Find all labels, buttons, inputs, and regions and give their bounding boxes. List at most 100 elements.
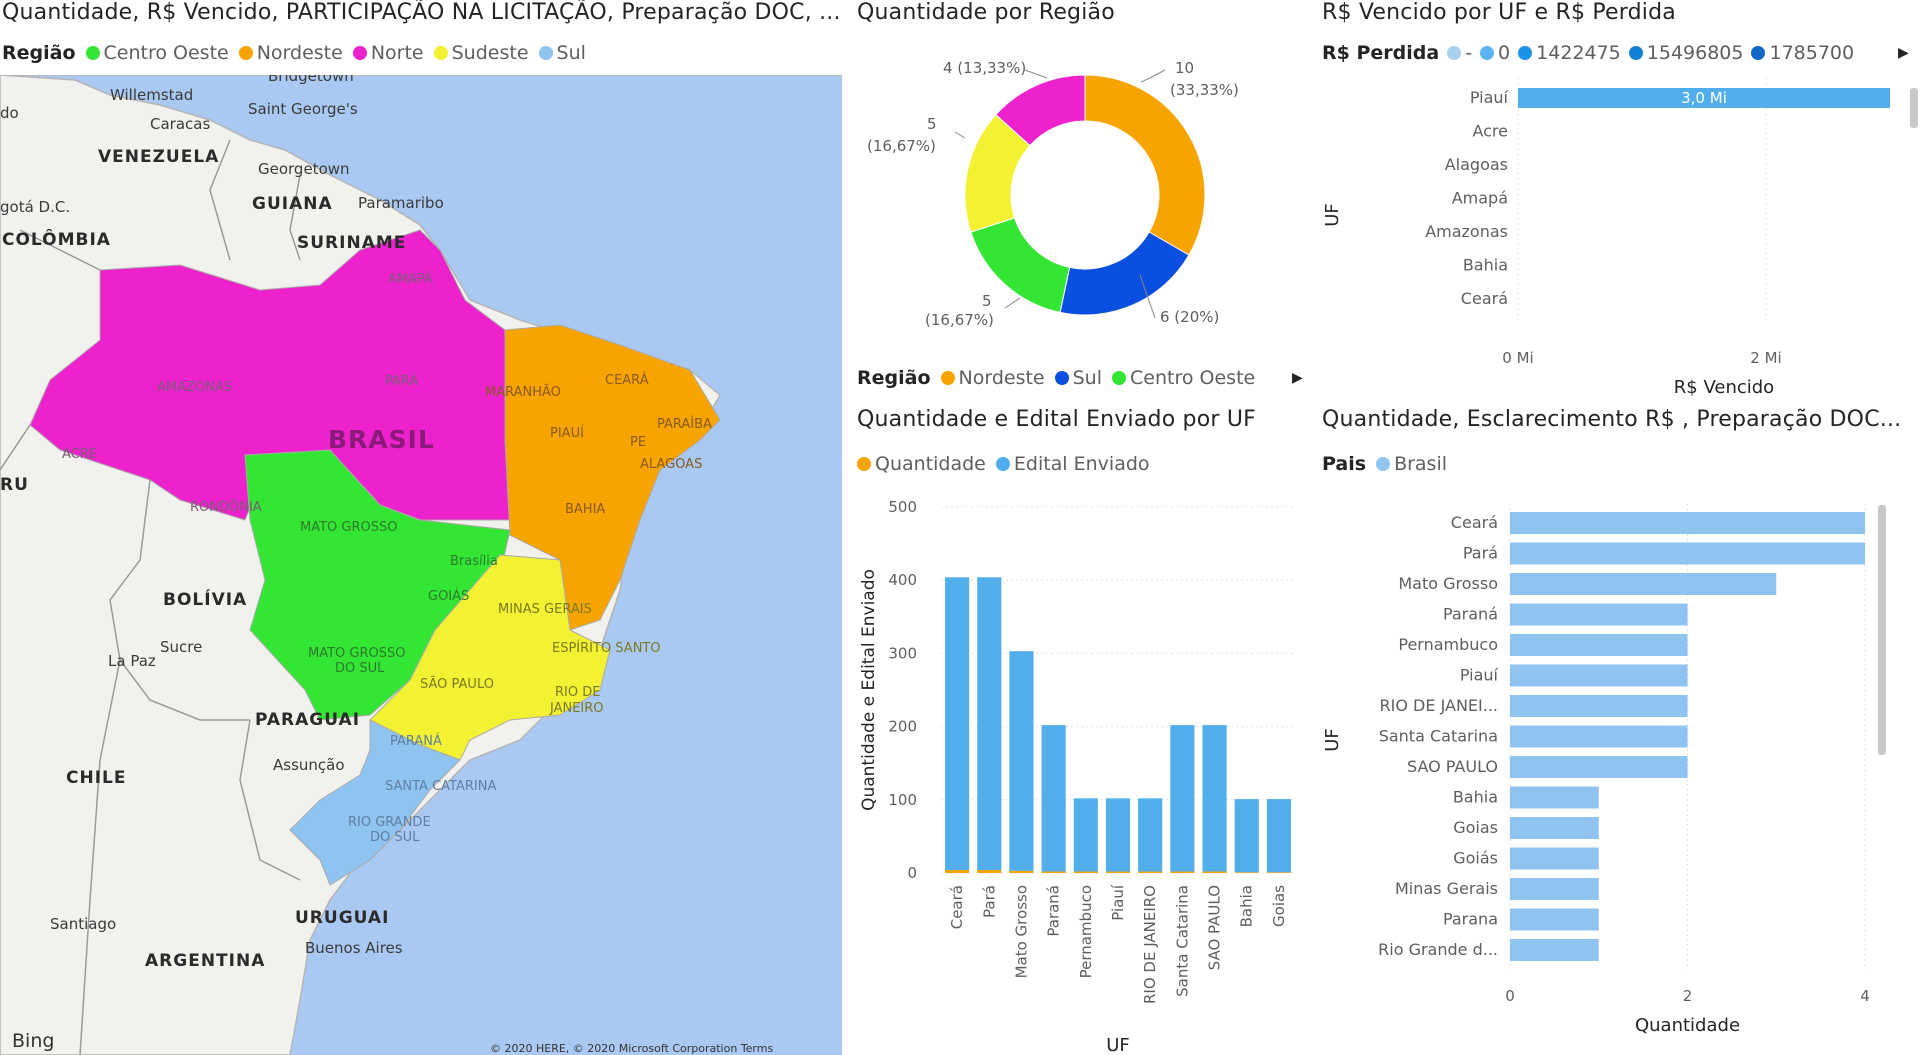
donut-legend-item[interactable]: Sul [1054,367,1102,389]
uf-vencido-visual[interactable]: R$ Vencido por UF e R$ Perdida R$ Perdid… [1320,0,1920,400]
uf-vencido-chart[interactable]: 0 Mi 2 Mi Piauí 3,0 Mi Acre Alagoas Amapá Amazo… [1320,70,1920,400]
bar-edital-enviado[interactable] [1202,725,1227,872]
map-legend-item[interactable]: Norte [352,42,424,64]
map-visual[interactable]: Quantidade, R$ Vencido, PARTICIPAÇÃO NA … [0,0,845,1055]
bar[interactable] [1510,878,1599,900]
bar-quantidade[interactable] [1234,872,1259,873]
bar[interactable] [1510,664,1688,687]
bar[interactable] [1510,542,1865,565]
bar[interactable] [1518,88,1890,108]
uf-vencido-legend-item[interactable]: 1422475 [1518,42,1621,64]
map-label: RIO GRANDE [348,815,431,830]
map-legend-item[interactable]: Nordeste [238,42,343,64]
bar-quantidade[interactable] [1266,872,1291,873]
donut-slice-norte[interactable] [995,74,1086,147]
bar-quantidade[interactable] [1138,871,1163,873]
esclarecimento-visual[interactable]: Quantidade, Esclarecimento R$ , Preparaç… [1320,405,1920,1055]
bar-quantidade[interactable] [1009,870,1034,873]
bar-edital-enviado[interactable] [1170,725,1195,872]
map-label: ARGENTINA [145,951,265,971]
region-sudeste[interactable] [369,554,611,761]
bar-edital-enviado[interactable] [1073,798,1098,872]
map-label: gotá D.C. [0,198,70,216]
esclarecimento-legend-item[interactable]: Brasil [1376,453,1447,475]
leader-line [1140,69,1166,83]
bar[interactable] [1510,634,1688,656]
bar-edital-enviado[interactable] [1105,798,1131,872]
esclarecimento-chart[interactable]: 0 2 4 Ceará Pará Mato Grosso Paraná Pernambuco P… [1320,485,1920,1055]
bar[interactable] [1510,725,1688,748]
bar-edital-enviado[interactable] [1009,651,1034,871]
legend-next-arrow-icon[interactable]: ▶ [1898,45,1909,61]
donut-visual[interactable]: Quantidade por Região 10 (33,33%) 6 (20%… [855,0,1315,400]
map-label: SURINAME [297,233,406,253]
bar[interactable] [1510,786,1599,809]
y-category-label: Bahia [1463,256,1508,275]
vertical-scrollbar[interactable] [1878,505,1886,755]
vertical-scrollbar[interactable] [1910,88,1918,128]
x-category-label: Paraná [1045,885,1063,937]
map-label: ALAGOAS [640,457,702,472]
x-axis-title: Quantidade [1635,1015,1740,1036]
y-category-label: SAO PAULO [1407,757,1498,776]
edital-visual[interactable]: Quantidade e Edital Enviado por UF Quant… [855,405,1315,1055]
edital-legend-item[interactable]: Quantidade [857,453,986,475]
bar[interactable] [1510,603,1688,626]
region-sul[interactable] [289,719,461,886]
bar[interactable] [1510,695,1688,717]
bar-edital-enviado[interactable] [1041,725,1066,872]
y-category-label: Amazonas [1425,222,1508,241]
bar-quantidade[interactable] [1105,871,1131,873]
map-label: PARÁ [385,373,418,389]
bar[interactable] [1510,847,1599,870]
map-legend-item[interactable]: Sudeste [433,42,529,64]
bar[interactable] [1510,756,1688,778]
map-label: Brasília [450,554,498,569]
map-legend-item[interactable]: Sul [538,42,586,64]
bar-edital-enviado[interactable] [1234,799,1259,873]
leader-line [1139,274,1156,319]
map-label: RIO DE [555,685,600,700]
map-copyright[interactable]: © 2020 HERE, © 2020 Microsoft Corporatio… [490,1042,773,1055]
bar[interactable] [1510,908,1599,931]
bar-edital-enviado[interactable] [977,577,1002,871]
y-tick-label: 400 [888,571,917,589]
x-axis-title: R$ Vencido [1674,377,1774,398]
uf-vencido-legend-item[interactable]: 0 [1480,42,1510,64]
bar[interactable] [1510,939,1599,961]
donut-chart[interactable]: 10 (33,33%) 6 (20%) 5 (16,67%) 5 (16,67%… [855,40,1315,400]
map-label: MATO GROSSO [308,646,405,661]
edital-legend-item[interactable]: Edital Enviado [995,453,1150,475]
region-nordeste[interactable] [504,324,721,631]
donut-legend-item[interactable]: Centro Oeste [1112,367,1255,389]
bar[interactable] [1510,512,1865,534]
uf-vencido-legend-item[interactable]: 1785700 [1751,42,1854,64]
uf-vencido-legend-item[interactable]: 15496805 [1628,42,1743,64]
map-label: PARAÍBA [657,416,712,432]
y-category-label: Paraná [1443,605,1498,624]
x-tick-label: 2 Mi [1750,349,1781,367]
leader-line [1024,69,1048,79]
bar-quantidade[interactable] [1073,871,1098,873]
donut-slice-sul[interactable] [1059,231,1190,316]
bar-quantidade[interactable] [945,870,970,873]
edital-chart[interactable]: 0 100 200 300 400 500 Ceará Pará Mato Grosso Para… [855,485,1315,1055]
bar-edital-enviado[interactable] [945,577,970,871]
bar[interactable] [1510,817,1599,839]
x-axis-title: UF [1106,1035,1130,1055]
uf-vencido-legend-item[interactable]: - [1447,42,1472,64]
bar-quantidade[interactable] [1041,871,1066,873]
bar-edital-enviado[interactable] [1138,798,1163,872]
bar-quantidade[interactable] [1170,871,1195,873]
y-category-label: Piauí [1470,88,1509,107]
legend-next-arrow-icon[interactable]: ▶ [1292,370,1303,386]
bar[interactable] [1510,573,1777,595]
bar-quantidade[interactable] [1202,871,1227,873]
map-canvas[interactable]: Willemstad Bridgetown Saint George's Car… [0,75,842,1055]
x-tick-label: 0 [1505,987,1515,1005]
bar-edital-enviado[interactable] [1266,799,1291,873]
map-legend-item[interactable]: Centro Oeste [85,42,229,64]
bar-quantidade[interactable] [977,870,1002,873]
donut-slice-nordeste[interactable] [1084,74,1206,256]
donut-legend-item[interactable]: Nordeste [940,367,1045,389]
